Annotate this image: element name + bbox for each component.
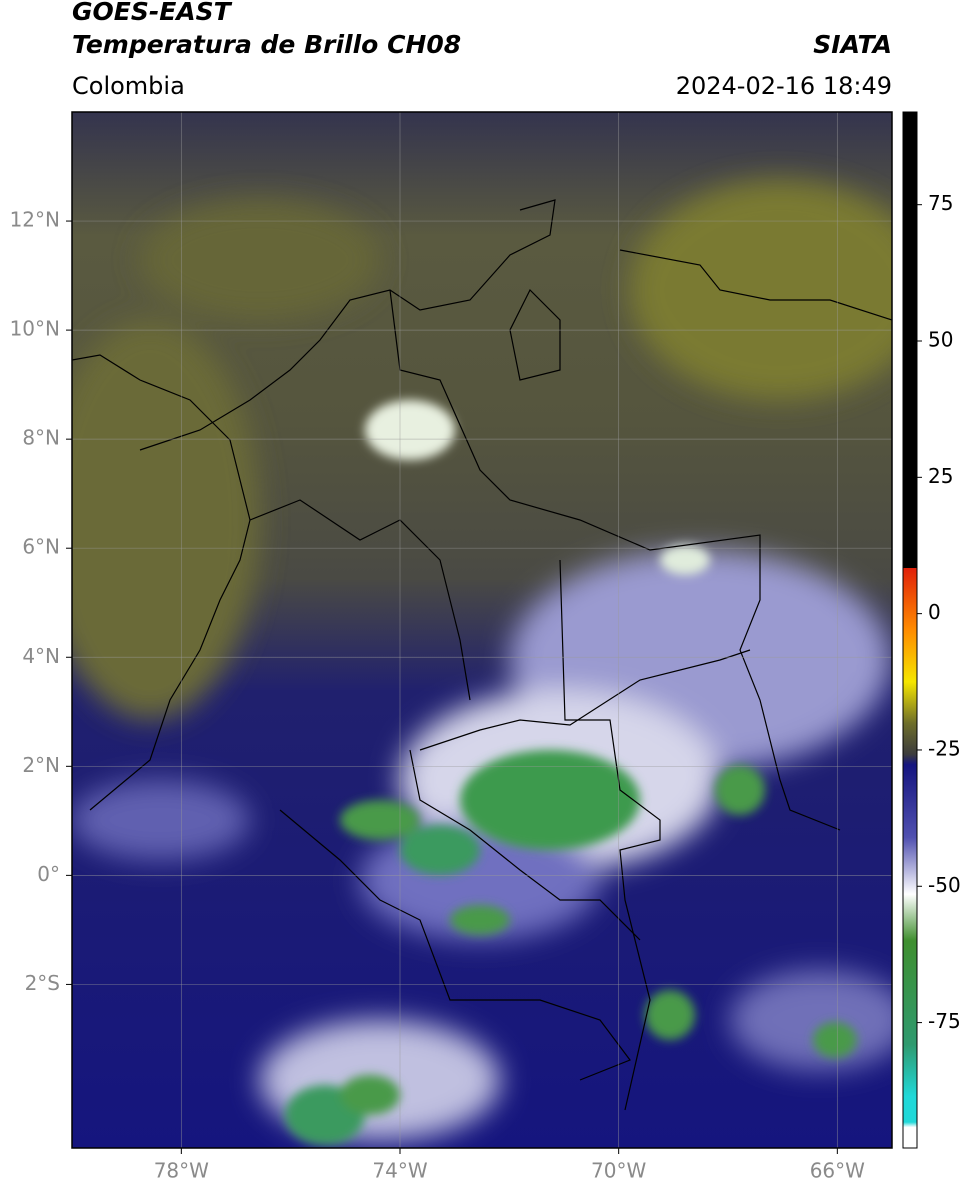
map-frame [71, 111, 893, 1149]
product: Temperatura de Brillo CH08 [72, 30, 461, 59]
colorbar [902, 111, 918, 1149]
x-tick-label: 66°W [810, 1159, 865, 1183]
y-tick-label: 6°N [22, 535, 60, 559]
region: Colombia [72, 72, 185, 100]
colorbar-tick-label: 25 [928, 464, 953, 488]
colorbar-tick-label: -75 [928, 1009, 961, 1033]
y-tick-label: 4°N [22, 644, 60, 668]
y-tick-label: 8°N [22, 426, 60, 450]
borders [72, 199, 892, 1111]
graticule [72, 112, 892, 1148]
y-tick-label: 10°N [10, 317, 60, 341]
colorbar-tick-label: -25 [928, 736, 961, 760]
colorbar-tick-label: -50 [928, 873, 961, 897]
satellite: GOES-EAST [72, 0, 233, 26]
colorbar-tick-label: 75 [928, 191, 953, 215]
source: SIATA [813, 30, 892, 59]
datetime: 2024-02-16 18:49 [676, 72, 892, 100]
y-tick-label: 2°N [22, 753, 60, 777]
x-tick-label: 74°W [372, 1159, 427, 1183]
y-tick-label: 0° [37, 862, 60, 886]
colorbar-tick-label: 0 [928, 600, 941, 624]
colorbar-tick-label: 50 [928, 328, 953, 352]
x-tick-label: 78°W [154, 1159, 209, 1183]
x-tick-label: 70°W [591, 1159, 646, 1183]
y-tick-label: 12°N [10, 208, 60, 232]
y-tick-label: 2°S [25, 971, 60, 995]
satellite-image [72, 112, 892, 1148]
